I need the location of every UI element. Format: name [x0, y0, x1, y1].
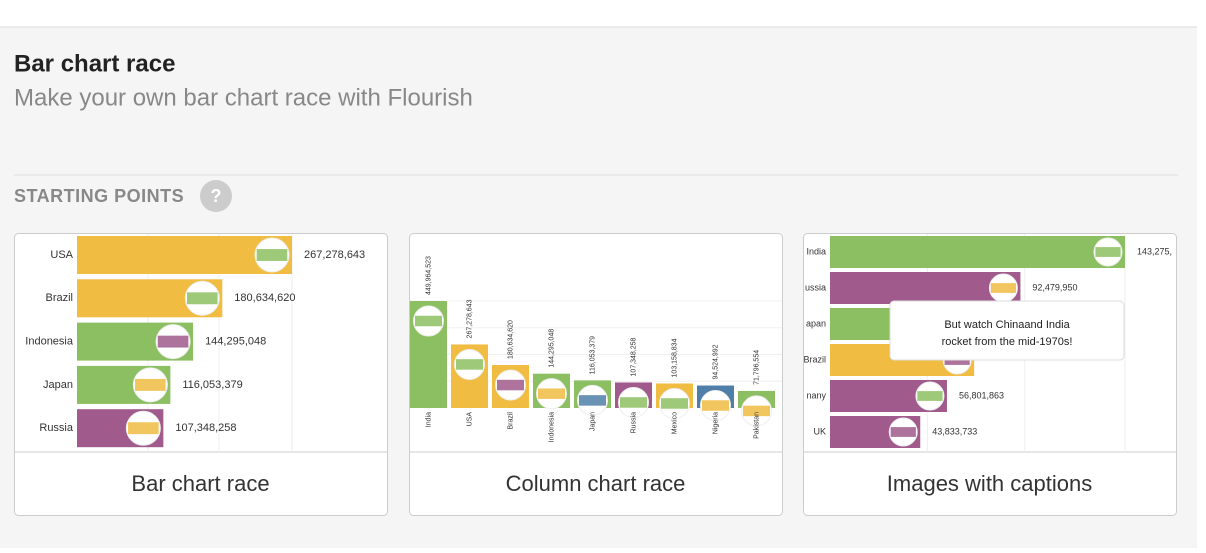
flag-stripe: [579, 395, 606, 406]
flag-stripe: [661, 398, 688, 409]
category-label: Nigeria: [712, 412, 719, 434]
thumbnail: 449,964,523 India 267,278,643 USA 180,634,62…: [410, 256, 782, 442]
value-label: 43,833,733: [932, 426, 977, 436]
category-label: nany: [806, 390, 826, 400]
flag-stripe: [187, 292, 218, 305]
value-label: 116,053,379: [589, 336, 596, 375]
flag-stripe: [157, 335, 189, 348]
flag-stripe: [890, 427, 916, 437]
value-label: 180,634,620: [234, 292, 295, 304]
category-label: apan: [806, 318, 826, 328]
category-label: Mexico: [671, 412, 678, 434]
caption: rocket from the mid-1970s!: [942, 336, 1073, 348]
value-label: 116,053,379: [182, 379, 242, 391]
flag-stripe: [620, 397, 647, 408]
category-label: Brazil: [507, 412, 514, 430]
category-label: Russia: [39, 422, 74, 434]
value-label: 94,524,992: [712, 344, 719, 379]
category-label: Pakistan: [753, 412, 760, 439]
value-label: 92,479,950: [1032, 282, 1077, 292]
flag-stripe: [990, 283, 1017, 293]
section-title: STARTING POINTS: [14, 186, 184, 206]
flag-stripe: [702, 400, 729, 411]
flag-stripe: [256, 249, 288, 261]
card[interactable]: [409, 233, 783, 516]
thumbnail: India 143,275, ussia 92,479,950 apan Brazil na…: [803, 234, 1172, 452]
flag-stripe: [538, 388, 565, 399]
flag-stripe: [743, 405, 770, 417]
caption-part: and India: [1024, 319, 1070, 331]
bar: [830, 236, 1125, 268]
value-label: 71,796,554: [753, 350, 760, 385]
thumbnail: USA 267,278,643 Brazil 180,634,620 Indonesia…: [25, 234, 365, 452]
value-label: 56,801,863: [959, 390, 1004, 400]
category-label: USA: [466, 412, 473, 427]
value-label: 143,275,: [1137, 246, 1172, 256]
title: Bar chart race: [14, 50, 175, 77]
flag-stripe: [1095, 247, 1121, 257]
card-label[interactable]: Images with captions: [887, 471, 1092, 496]
value-label: 107,348,258: [175, 422, 236, 434]
value-label: 144,295,048: [548, 329, 555, 368]
value-label: 107,348,258: [630, 337, 637, 376]
category-label: USA: [50, 249, 73, 261]
flag-stripe: [917, 391, 943, 401]
card-label[interactable]: Column chart race: [506, 471, 686, 496]
category-label: Japan: [589, 412, 596, 431]
value-label: 267,278,643: [466, 299, 473, 338]
flag-stripe: [415, 315, 442, 327]
caption-part: But watch China: [944, 319, 1025, 331]
value-label: 103,158,834: [671, 338, 678, 377]
category-label: UK: [813, 426, 826, 436]
caption: But watch Chinaand India: [944, 319, 1070, 331]
category-label: Indonesia: [548, 412, 555, 442]
card-label[interactable]: Bar chart race: [131, 471, 269, 496]
value-label: 144,295,048: [205, 336, 266, 348]
flag-stripe: [128, 422, 159, 435]
help-icon-text[interactable]: ?: [211, 186, 222, 206]
category-label: Japan: [43, 379, 73, 391]
bar: [830, 272, 1021, 304]
category-label: India: [806, 246, 826, 256]
help-icon[interactable]: [200, 180, 232, 212]
subtitle: Make your own bar chart race with Flouri…: [14, 84, 473, 111]
value-label: 180,634,620: [507, 320, 514, 359]
category-label: Brazil: [45, 292, 73, 304]
caption-box: [889, 300, 1125, 361]
category-label: Russia: [630, 412, 637, 434]
value-label: 267,278,643: [304, 249, 365, 261]
value-label: 449,964,523: [425, 256, 432, 295]
category-label: Brazil: [803, 354, 826, 364]
flag-stripe: [135, 378, 166, 391]
flag-stripe: [497, 379, 524, 391]
category-label: ussia: [805, 282, 826, 292]
flag-stripe: [456, 359, 483, 370]
category-label: India: [425, 412, 432, 427]
category-label: Indonesia: [25, 336, 74, 348]
